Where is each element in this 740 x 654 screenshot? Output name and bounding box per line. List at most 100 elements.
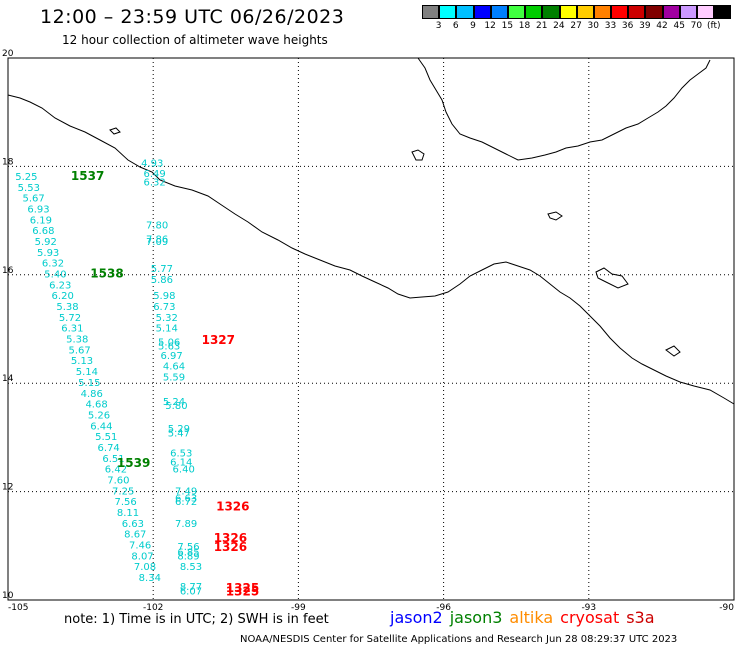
legend-label: 70	[690, 21, 703, 31]
map-frame	[7, 57, 735, 601]
legend-swatch	[697, 5, 715, 19]
swh-value: 5.29	[168, 424, 190, 435]
legend-swatch	[611, 5, 629, 19]
legend-swatch	[507, 5, 526, 19]
swh-value: 6.51	[102, 454, 124, 465]
swh-value: 6.42	[105, 465, 127, 476]
swh-value: 6.19	[30, 215, 52, 226]
swh-value: 5.80	[165, 401, 187, 412]
swh-value: 6.72	[175, 497, 197, 508]
swh-value: 8.11	[117, 508, 139, 519]
graticule: -105 -102 -99 -96 -93 -90 20 18 16 14 12 10	[2, 49, 734, 613]
swh-value: 4.93	[141, 158, 163, 169]
swh-value: 4.86	[81, 389, 103, 400]
swh-value: 8.07	[131, 551, 153, 562]
satellite-legend: jason2 jason3 altika cryosat s3a	[390, 608, 662, 627]
legend-swatch	[662, 5, 680, 19]
swh-value: 6.93	[27, 204, 49, 215]
legend-swatch	[473, 5, 491, 19]
legend-swatch	[490, 5, 508, 19]
legend-label: 15	[501, 21, 514, 31]
legend-swatch	[593, 5, 612, 19]
swh-value: 8.34	[139, 573, 161, 584]
legend-label: 18	[518, 21, 531, 31]
units-note: note: 1) Time is in UTC; 2) SWH is in fe…	[64, 612, 329, 627]
legend-label: 9	[470, 21, 476, 31]
swh-value: 5.67	[23, 194, 45, 205]
satellite-label-s3a: s3a	[626, 608, 655, 627]
lat-tick-label: 12	[2, 483, 13, 493]
legend-swatch	[559, 5, 577, 19]
legend-swatch	[679, 5, 697, 19]
lon-tick-label: -102	[143, 603, 163, 613]
swh-value: 6.49	[144, 169, 166, 180]
swh-value: 7.86	[146, 234, 168, 245]
swh-value: 6.85	[177, 548, 199, 559]
legend-label: 6	[452, 21, 459, 31]
swh-value: 5.26	[88, 410, 110, 421]
legend-label: 33	[604, 21, 617, 31]
swh-value: 5.14	[156, 324, 178, 335]
swh-value: 5.38	[56, 302, 78, 313]
legend-swatch	[456, 5, 474, 19]
legend-swatch	[422, 5, 440, 19]
coastline-island	[109, 127, 681, 357]
lat-tick-label: 20	[2, 49, 14, 59]
legend-swatch	[645, 5, 663, 19]
swh-value: 5.93	[37, 248, 59, 259]
lon-tick-label: -93	[581, 603, 596, 613]
track-number-label: 1325	[226, 581, 259, 595]
lat-tick-label: 16	[2, 266, 14, 276]
legend-unit: (ft)	[707, 21, 721, 31]
swh-value: 7.56	[114, 497, 136, 508]
swh-value: 7.46	[129, 541, 151, 552]
legend-swatch	[525, 5, 543, 19]
swh-value: 6.73	[153, 302, 175, 313]
track-number-label: 1327	[202, 333, 235, 347]
lon-tick-label: -96	[436, 603, 451, 613]
lon-tick-label: -90	[719, 603, 734, 613]
credit-line: NOAA/NESDIS Center for Satellite Applica…	[240, 634, 678, 645]
swh-value: 6.44	[90, 421, 112, 432]
legend-label: 30	[587, 21, 599, 31]
swh-value: 6.63	[122, 519, 144, 530]
lon-tick-label: -99	[291, 603, 306, 613]
swh-value: 5.86	[151, 275, 173, 286]
legend-label: 24	[553, 21, 565, 31]
swh-value: 5.13	[71, 356, 93, 367]
legend-color-bar	[422, 5, 732, 19]
swh-value: 7.89	[175, 519, 197, 530]
legend-label: 36	[621, 21, 634, 31]
swh-value: 5.32	[156, 313, 178, 324]
swh-value: 5.47	[168, 428, 190, 439]
swh-value: 6.40	[173, 465, 195, 476]
swh-value: 5.63	[158, 342, 180, 353]
swh-value: 7.49	[175, 486, 197, 497]
map-subtitle: 12 hour collection of altimeter wave hei…	[62, 33, 328, 47]
swh-value: 6.97	[160, 351, 182, 362]
swh-value: 5.67	[69, 345, 91, 356]
swh-value: 5.24	[163, 397, 185, 408]
map-title: 12:00 – 23:59 UTC 06/26/2023	[40, 6, 345, 28]
swh-value: 8.89	[177, 551, 199, 562]
swh-value: 7.60	[107, 475, 129, 486]
swh-value: 5.77	[151, 264, 173, 275]
lat-tick-label: 18	[2, 157, 14, 167]
swh-value: 8.77	[180, 582, 202, 593]
legend-label: 21	[535, 21, 548, 31]
swh-value: 5.40	[44, 270, 66, 281]
lat-tick-label: 10	[2, 591, 14, 601]
swh-value: 6.14	[170, 458, 192, 469]
legend-label: 3	[435, 21, 442, 31]
swh-value: 5.98	[153, 291, 175, 302]
legend-label: 39	[639, 21, 651, 31]
legend-label: 45	[673, 21, 685, 31]
legend-swatch	[576, 5, 594, 19]
swh-value: 6.63	[175, 493, 197, 504]
satellite-label-jason3: jason3	[449, 608, 503, 627]
swh-value: 6.53	[170, 448, 192, 459]
coastline-mainland	[7, 94, 735, 405]
swh-value: 5.14	[76, 367, 98, 378]
